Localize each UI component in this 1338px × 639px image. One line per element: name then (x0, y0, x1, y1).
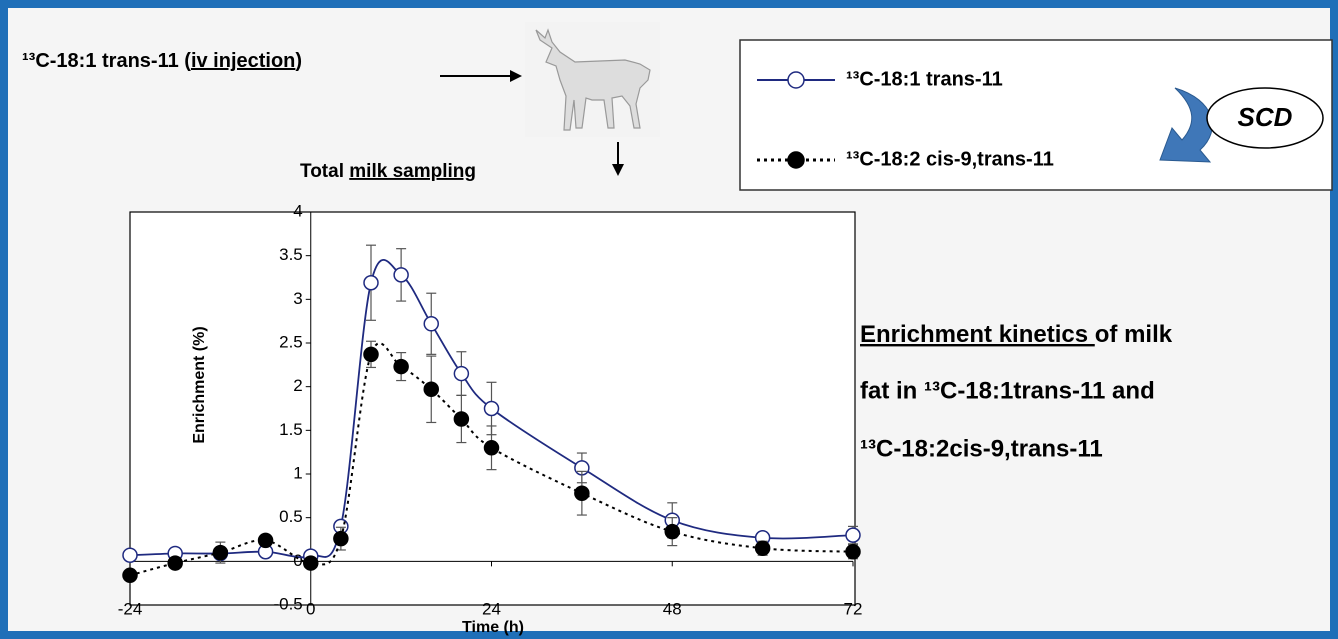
y-tick-label: 0 (293, 551, 302, 570)
description-line: ¹³C-18:2cis-9,trans-11 (860, 435, 1103, 462)
y-tick-label: 4 (293, 201, 302, 220)
data-point (333, 530, 349, 547)
enzyme-ellipse (1206, 87, 1324, 149)
injection-method: iv injection (191, 50, 295, 72)
data-point (423, 316, 439, 332)
description-underlined: Enrichment kinetics (860, 321, 1095, 348)
data-point (122, 567, 138, 584)
data-point (453, 411, 470, 427)
x-tick-label: 48 (663, 599, 682, 618)
legend-label: ¹³C-18:2 cis-9,trans-11 (846, 148, 1054, 170)
sampling-label: Total milk sampling (300, 161, 476, 182)
y-tick-label: 1.5 (279, 420, 303, 439)
data-point (363, 274, 379, 291)
data-point (453, 365, 470, 382)
x-tick-label: 24 (482, 599, 501, 618)
data-point (257, 532, 274, 549)
data-point (574, 485, 590, 501)
x-axis-title: Time (h) (462, 619, 524, 636)
y-tick-label: 2.5 (279, 332, 303, 351)
legend-items: ¹³C-18:1 trans-11 ¹³C-18:2 cis-9,trans-11 (757, 68, 1054, 170)
data-point (845, 543, 861, 560)
data-point (122, 547, 138, 563)
data-point (483, 440, 500, 456)
arrow-head (612, 164, 624, 176)
sampling-prefix: Total (300, 161, 349, 182)
data-point (303, 555, 319, 571)
y-tick-label: -0.5 (273, 594, 302, 613)
description-text: of milk (1095, 321, 1173, 348)
goat-icon (525, 22, 660, 137)
data-point (167, 555, 183, 571)
data-point (363, 346, 379, 363)
x-tick-label: 72 (844, 599, 863, 618)
data-point (393, 267, 409, 283)
legend-marker (787, 71, 805, 89)
legend-label: ¹³C-18:1 trans-11 (846, 68, 1003, 90)
injection-suffix: ) (295, 50, 302, 72)
y-tick-label: 3.5 (279, 245, 303, 264)
data-point (423, 381, 439, 398)
y-axis-title: Enrichment (%) (191, 326, 208, 443)
data-point (483, 400, 500, 417)
injection-label: ¹³C-18:1 trans-11 (iv injection) (22, 50, 302, 72)
description-line: fat in ¹³C-18:1trans-11 and (860, 377, 1155, 404)
y-tick-label: 0.5 (279, 507, 303, 526)
data-point (212, 544, 229, 561)
data-point (664, 523, 680, 540)
data-point (754, 540, 771, 556)
y-tick-label: 3 (293, 289, 302, 308)
description-line: Enrichment kinetics of milk (860, 321, 1173, 348)
y-tick-label: 1 (293, 463, 302, 482)
plot: -0.500.511.522.533.54-24 0 24 48 72 (118, 201, 863, 618)
x-tick-label: 0 (306, 599, 315, 618)
legend-marker (787, 151, 805, 169)
data-point (845, 527, 861, 543)
injection-prefix: ¹³C-18:1 trans-11 ( (22, 50, 191, 72)
sampling-method: milk sampling (349, 161, 476, 182)
arrow-head (510, 70, 522, 82)
data-point (393, 358, 409, 375)
enzyme-label: SCD (1238, 102, 1293, 132)
x-tick-label: -24 (118, 599, 143, 618)
conversion-arrow (1159, 87, 1213, 163)
y-tick-label: 2 (293, 376, 302, 395)
